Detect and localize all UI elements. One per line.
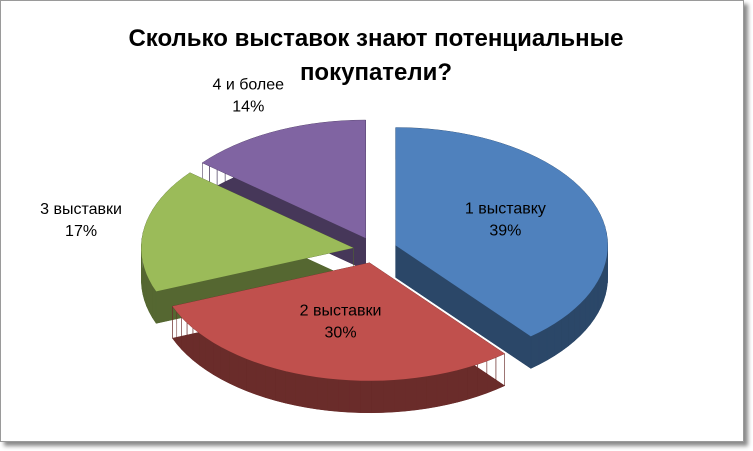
slice [172,262,505,381]
chart-title: Сколько выставок знают потенциальные пок… [128,25,624,86]
slice-label: 4 и более [212,76,284,93]
slice-label: 2 выставки [300,303,382,320]
slice-value-label: 14% [232,98,264,115]
slice [202,120,366,239]
slice-label: 1 выставку [465,201,546,218]
slice-value-label: 30% [325,325,357,342]
slice-value-label: 39% [489,223,521,240]
slice-value-label: 17% [65,223,97,240]
slice [141,172,354,292]
slice [395,127,608,337]
slice-label: 3 выставки [40,201,122,218]
